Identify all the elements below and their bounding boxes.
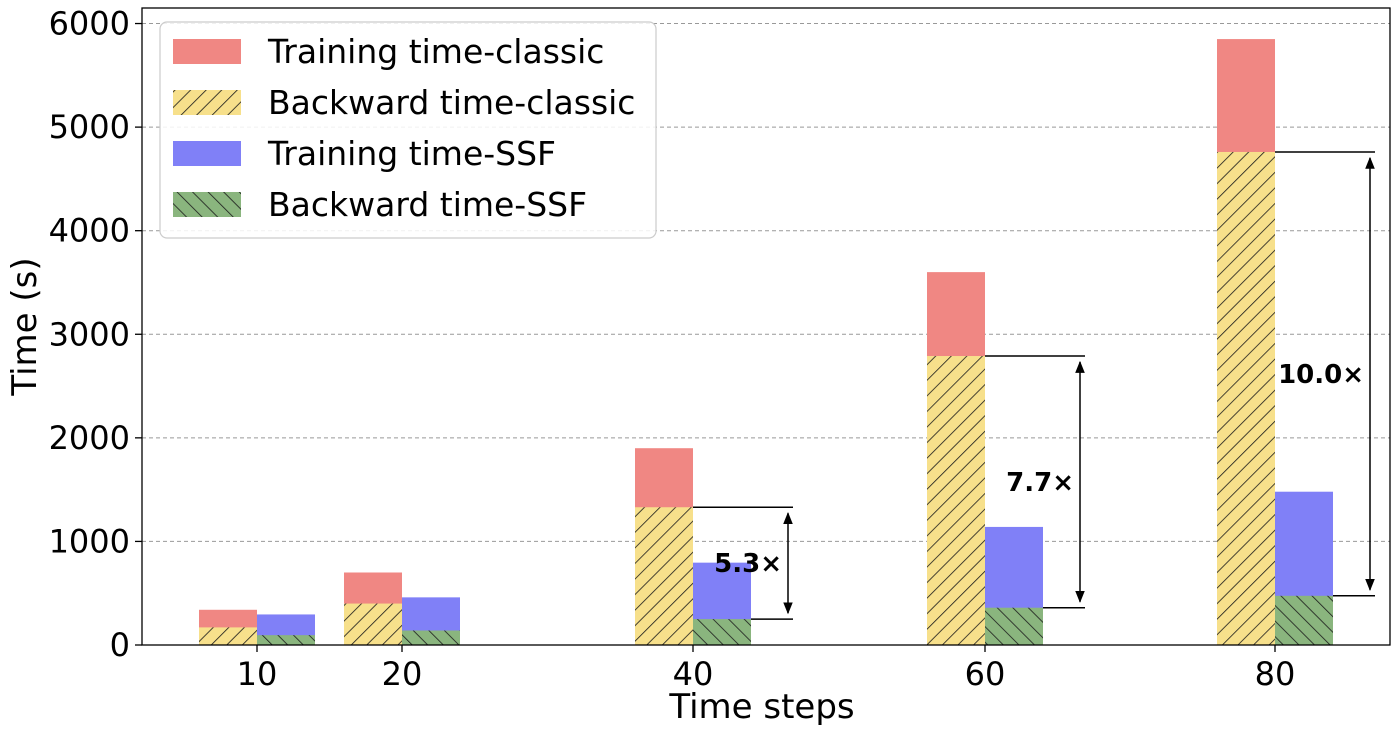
legend-label: Training time-SSF xyxy=(267,134,556,173)
legend-swatch xyxy=(173,39,241,64)
legend-label: Training time-classic xyxy=(267,32,604,71)
y-tick-label: 6000 xyxy=(49,5,130,43)
legend: Training time-classic Backward time-class… xyxy=(159,21,657,239)
y-tick-label: 0 xyxy=(110,626,130,664)
y-tick-label: 3000 xyxy=(49,315,130,353)
legend-label: Backward time-classic xyxy=(268,83,635,122)
legend-swatch xyxy=(173,90,241,115)
speedup-label: 7.7× xyxy=(1006,468,1074,498)
bar-backward-time-ssf-40 xyxy=(693,619,751,645)
annotations: 5.3× 7.7× 10.0× xyxy=(693,151,1375,620)
plot-frame xyxy=(141,7,1391,646)
x-tick-label: 60 xyxy=(965,655,1006,693)
legend-label: Backward time-SSF xyxy=(268,185,587,224)
bar-backward-time-ssf-80 xyxy=(1275,595,1333,645)
bar-backward-time-ssf-60 xyxy=(985,607,1043,645)
bar-backward-time-classic-80 xyxy=(1217,151,1275,645)
legend-box xyxy=(159,21,657,239)
bar-backward-time-ssf-10 xyxy=(257,635,315,645)
legend-swatch xyxy=(173,141,241,166)
bar-backward-time-classic-40 xyxy=(635,507,693,645)
speedup-label: 10.0× xyxy=(1278,360,1364,390)
y-axis-label: Time (s) xyxy=(5,257,45,396)
x-axis-label: Time steps xyxy=(668,687,854,727)
speedup-label: 5.3× xyxy=(714,549,782,579)
bar-backward-time-ssf-20 xyxy=(402,630,460,645)
y-tick-label: 5000 xyxy=(49,108,130,146)
x-tick-label: 10 xyxy=(237,655,278,693)
bar-backward-time-classic-10 xyxy=(199,627,257,645)
bar-backward-time-classic-20 xyxy=(344,603,402,645)
bar-backward-time-classic-60 xyxy=(927,356,985,645)
grid-lines xyxy=(142,23,1390,542)
x-tick-label: 20 xyxy=(382,655,423,693)
y-tick-label: 4000 xyxy=(49,212,130,250)
bars xyxy=(199,39,1333,645)
legend-swatch xyxy=(173,192,241,217)
x-tick-label: 40 xyxy=(673,655,714,693)
y-tick-label: 2000 xyxy=(49,419,130,457)
axes: 0 1000 2000 3000 4000 5000 6000 10 20 40 60 80 Time … xyxy=(5,5,1391,727)
y-tick-label: 1000 xyxy=(49,522,130,560)
x-tick-label: 80 xyxy=(1255,655,1296,693)
